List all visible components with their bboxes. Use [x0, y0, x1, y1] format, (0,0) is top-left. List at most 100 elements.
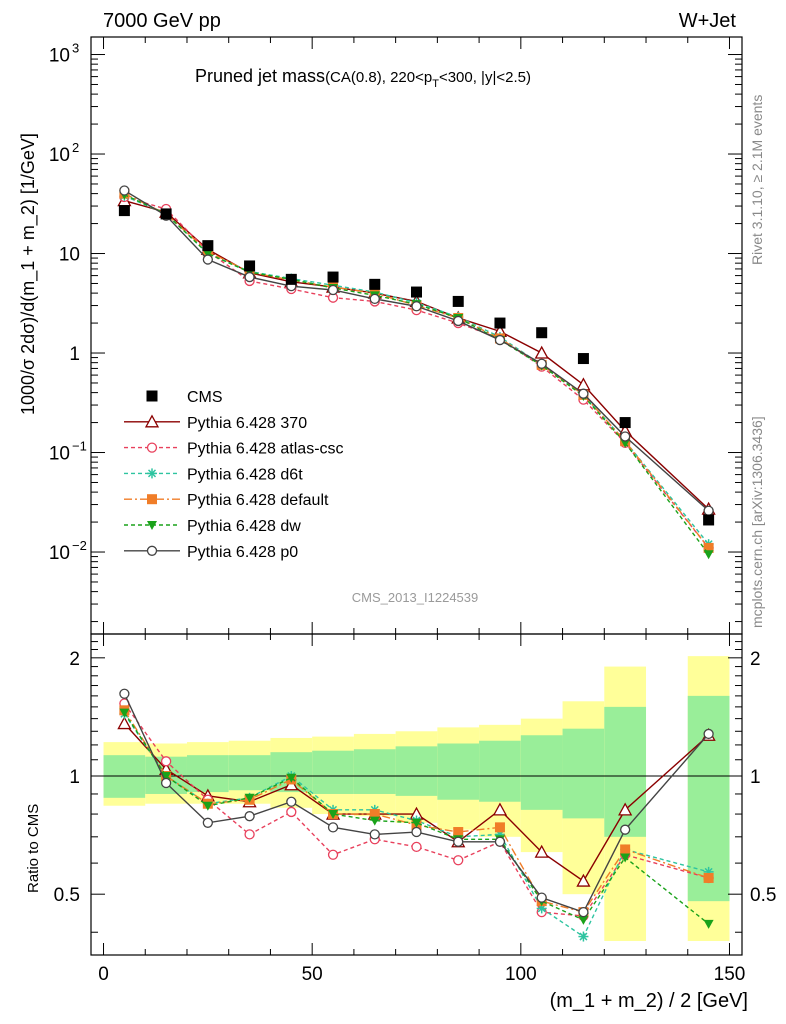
- ratio-y-tick-label-right: 1: [750, 767, 761, 788]
- ratio-band-inner: [395, 746, 438, 796]
- ratio-y-axis-label: Ratio to CMS: [25, 804, 42, 893]
- ratio-line-pythia-6-428-d6t: [123, 713, 709, 938]
- analysis-id: CMS_2013_I1224539: [352, 590, 479, 605]
- y-tick-label: 10: [59, 245, 80, 266]
- point-pythia-6-428-p0: [327, 284, 339, 296]
- legend-label-pythia-6-428-atlas-csc: Pythia 6.428 atlas-csc: [187, 441, 344, 458]
- series-line-pythia-6-428-dw: [124, 194, 710, 555]
- point-cms: [327, 271, 339, 283]
- ratio-point-pythia-6-428-atlas-csc: [244, 829, 255, 840]
- ratio-y-tick-label: 1: [69, 767, 80, 788]
- ratio-point-pythia-6-428-p0: [244, 811, 255, 822]
- ratio-point-pythia-6-428-dw: [286, 773, 297, 783]
- point-cms: [118, 205, 130, 217]
- ratio-point-pythia-6-428-p0: [620, 824, 631, 835]
- point-pythia-6-428-p0: [119, 185, 130, 196]
- ratio-point-pythia-6-428-default: [620, 844, 631, 855]
- ratio-point-pythia-6-428-p0: [578, 907, 589, 918]
- y-tick-label: 10: [49, 444, 70, 465]
- ratio-point-pythia-6-428-dw: [620, 853, 631, 863]
- point-pythia-6-428-p0: [536, 358, 547, 369]
- ratio-point-pythia-6-428-p0: [453, 836, 464, 847]
- side-rivet: Rivet 3.1.10, ≥ 2.1M events: [749, 95, 765, 265]
- point-pythia-6-428-default: [703, 542, 714, 553]
- ratio-band-inner: [186, 755, 229, 793]
- point-pythia-6-428-370: [534, 345, 549, 359]
- series-line-pythia-6-428-d6t: [124, 195, 710, 545]
- ratio-point-pythia-6-428-dw: [244, 793, 255, 803]
- ratio-y-tick-label: 2: [69, 649, 80, 670]
- ratio-point-pythia-6-428-default: [453, 827, 464, 838]
- ratio-line-pythia-6-428-p0: [123, 693, 710, 914]
- point-pythia-6-428-p0: [202, 254, 213, 265]
- ratio-point-pythia-6-428-p0: [703, 728, 714, 740]
- legend-marker-pythia-6-428-default: [147, 494, 157, 505]
- ratio-point-pythia-6-428-dw: [703, 919, 714, 929]
- y-tick-label: 10: [49, 543, 70, 564]
- ratio-point-pythia-6-428-atlas-csc: [453, 855, 464, 866]
- point-cms: [411, 286, 422, 298]
- y-tick-label: 10: [49, 46, 70, 67]
- x-tick-label: 50: [302, 964, 323, 985]
- ratio-point-pythia-6-428-p0: [369, 829, 380, 840]
- legend-label-pythia-6-428-d6t: Pythia 6.428 d6t: [187, 466, 303, 483]
- ratio-point-pythia-6-428-370: [492, 802, 508, 816]
- point-cms: [369, 278, 381, 290]
- point-cms: [244, 260, 256, 272]
- star-stroke: [147, 469, 157, 478]
- ratio-point-pythia-6-428-p0: [160, 777, 172, 789]
- plot-title-cuts: (CA(0.8), 220<p: [325, 69, 432, 86]
- legend-label-cms: CMS: [187, 389, 223, 406]
- ratio-panel: 0.5 0.5 1 1 2 2: [54, 633, 776, 956]
- point-cms: [536, 327, 548, 339]
- ratio-point-pythia-6-428-p0: [411, 826, 422, 838]
- plot-title: Pruned jet mass(CA(0.8), 220<pT<300, |y|…: [195, 66, 531, 90]
- point-pythia-6-428-dw: [202, 249, 213, 259]
- ratio-band-inner: [562, 728, 605, 819]
- ratio-point-pythia-6-428-dw: [161, 772, 172, 782]
- y-tick-exponent: −2: [72, 538, 87, 553]
- ratio-point-pythia-6-428-370: [576, 873, 591, 887]
- point-pythia-6-428-p0: [369, 293, 380, 305]
- ratio-point-pythia-6-428-atlas-csc: [286, 806, 297, 818]
- ratio-point-pythia-6-428-d6t: [578, 931, 589, 942]
- ratio-point-pythia-6-428-dw: [578, 915, 589, 925]
- header-left: 7000 GeV pp: [103, 10, 221, 32]
- x-tick-label: 150: [714, 964, 746, 985]
- legend-marker-pythia-6-428-dw: [147, 521, 157, 530]
- ratio-point-pythia-6-428-dw: [328, 810, 339, 820]
- ratio-bands: [103, 656, 730, 941]
- star-stroke: [579, 932, 588, 941]
- legend-marker-pythia-6-428-atlas-csc: [146, 442, 158, 453]
- legend-label-pythia-6-428-p0: Pythia 6.428 p0: [187, 544, 298, 561]
- ratio-band-inner: [604, 706, 647, 837]
- side-mcplots: mcplots.cern.ch [arXiv:1306.3436]: [749, 416, 765, 628]
- point-pythia-6-428-p0: [411, 301, 422, 312]
- ratio-band-inner: [312, 750, 354, 794]
- point-pythia-6-428-370: [576, 377, 591, 391]
- legend-label-pythia-6-428-370: Pythia 6.428 370: [187, 415, 307, 432]
- ratio-point-pythia-6-428-dw: [119, 708, 130, 718]
- ratio-y-tick-label: 0.5: [54, 885, 80, 906]
- point-pythia-6-428-p0: [494, 334, 506, 346]
- point-cms: [202, 240, 214, 252]
- point-pythia-6-428-p0: [620, 431, 631, 442]
- legend: CMS Pythia 6.428 370 Pythia 6.428 atlas-cs…: [124, 389, 344, 561]
- ratio-band-inner: [520, 735, 563, 810]
- ratio-line-pythia-6-428-dw: [123, 712, 710, 925]
- y-tick-exponent: 3: [72, 41, 79, 56]
- ratio-line-pythia-6-428-370: [123, 723, 710, 883]
- ratio-band-inner: [228, 755, 271, 791]
- point-pythia-6-428-p0: [244, 271, 255, 283]
- ratio-point-pythia-6-428-dw: [411, 818, 422, 828]
- ratio-point-pythia-6-428-dw: [369, 816, 380, 826]
- point-pythia-6-428-dw: [620, 438, 631, 448]
- ratio-frame: [90, 633, 743, 956]
- ratio-band-inner: [353, 749, 396, 794]
- point-cms: [619, 417, 631, 429]
- ratio-point-pythia-6-428-atlas-csc: [160, 756, 172, 767]
- ratio-y-tick-label-right: 0.5: [750, 885, 776, 906]
- plot-title-main: Pruned jet mass: [195, 66, 325, 86]
